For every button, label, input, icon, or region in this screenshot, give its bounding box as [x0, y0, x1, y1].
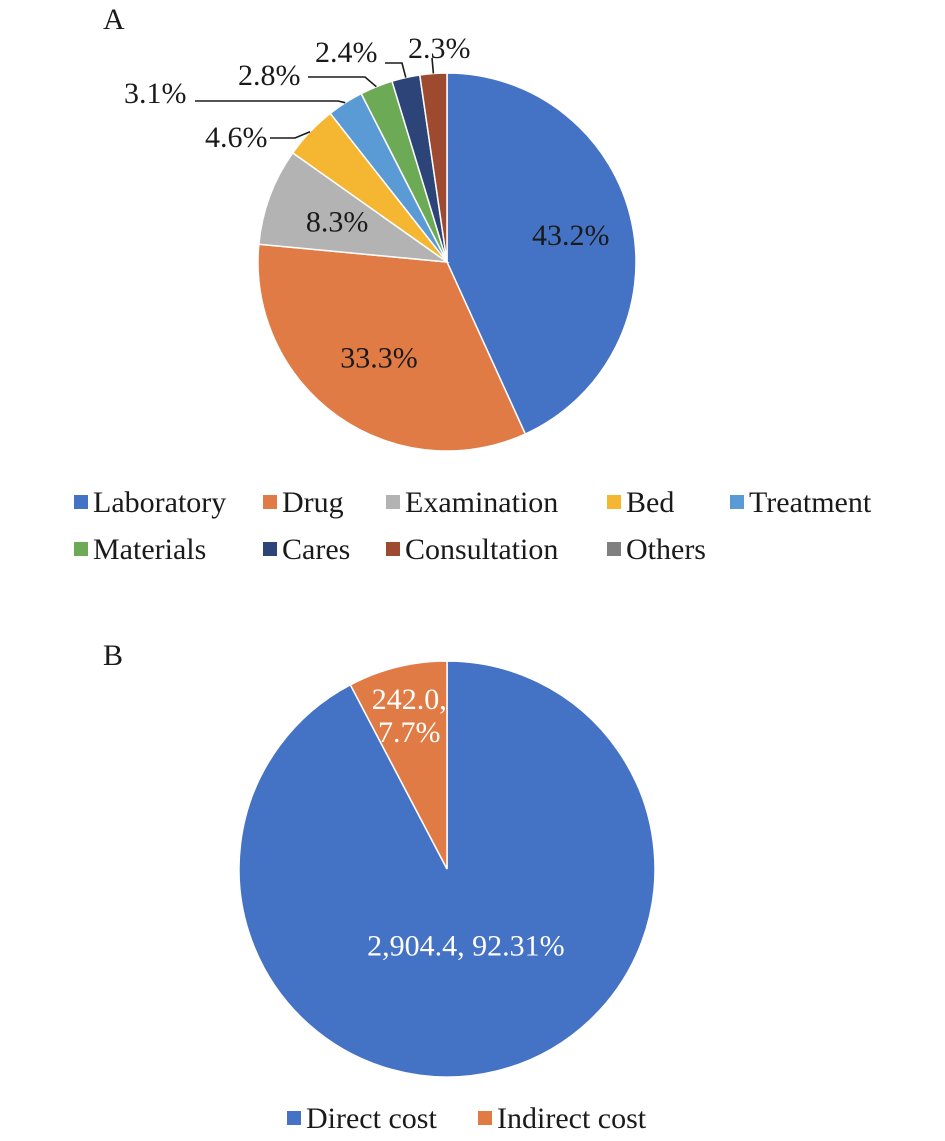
data-label-treatment: 3.1% — [124, 77, 187, 110]
leader-line-cares — [385, 62, 407, 78]
pie-chart-a — [257, 72, 637, 452]
legend-swatch-treatment — [730, 495, 744, 509]
legend-label-cares: Cares — [282, 533, 350, 566]
legend-label-treatment: Treatment — [749, 486, 872, 519]
pie-a-data-labels: 43.2% 33.3% 8.3% 4.6% 3.1% 2.8% 2.4% 2.3% — [124, 32, 610, 374]
leader-line-treatment — [195, 100, 346, 104]
legend-a: Laboratory Drug Examination Bed Treatment Mat… — [74, 486, 872, 566]
pie-slice-drug — [257, 243, 527, 452]
pie-b-data-labels: 2,904.4, 92.31% 242.0, 7.7% — [367, 683, 565, 963]
legend-label-examination: Examination — [405, 486, 558, 519]
data-label-materials: 2.8% — [238, 59, 301, 92]
legend-swatch-laboratory — [74, 495, 88, 509]
legend-swatch-others — [607, 542, 621, 556]
legend-swatch-direct-cost — [287, 1111, 301, 1125]
data-label-direct-cost: 2,904.4, 92.31% — [367, 930, 565, 963]
legend-label-others: Others — [626, 533, 706, 566]
legend-label-indirect-cost: Indirect cost — [497, 1102, 647, 1135]
legend-b: Direct cost Indirect cost — [287, 1102, 647, 1135]
legend-label-materials: Materials — [93, 533, 206, 566]
leader-line-consultation — [431, 57, 435, 74]
leader-line-materials — [308, 76, 377, 88]
legend-label-bed: Bed — [626, 486, 674, 519]
data-label-examination: 8.3% — [306, 205, 369, 238]
legend-swatch-materials — [74, 542, 88, 556]
data-label-consultation: 2.3% — [408, 32, 471, 65]
legend-label-laboratory: Laboratory — [93, 486, 226, 519]
legend-label-consultation: Consultation — [405, 533, 558, 566]
pie-slice-examination — [258, 151, 450, 264]
legend-swatch-cares — [263, 542, 277, 556]
panel-b-letter: B — [103, 639, 123, 672]
legend-swatch-indirect-cost — [478, 1111, 492, 1125]
pie-chart-b — [238, 660, 656, 1078]
panel-b: B 2,904.4, 92.31% 242.0, 7.7% Direct cost I… — [103, 639, 656, 1135]
panel-a: A 43.2% 33.3% 8.3% 4.6% 3.1% 2.8% 2.4% 2.3% Lab… — [74, 3, 872, 566]
legend-label-direct-cost: Direct cost — [306, 1102, 437, 1135]
pie-slice-laboratory — [446, 72, 637, 436]
pie-slice-indirect-cost — [349, 660, 448, 870]
data-label-indirect-cost: 242.0, 7.7% — [372, 683, 447, 749]
data-label-bed: 4.6% — [205, 121, 268, 154]
legend-swatch-examination — [386, 495, 400, 509]
leader-line-bed — [270, 131, 311, 139]
legend-swatch-bed — [607, 495, 621, 509]
legend-swatch-consultation — [386, 542, 400, 556]
data-label-drug: 33.3% — [340, 341, 418, 374]
legend-label-drug: Drug — [282, 486, 344, 519]
data-label-cares: 2.4% — [315, 36, 378, 69]
data-label-laboratory: 43.2% — [532, 219, 610, 252]
legend-swatch-drug — [263, 495, 277, 509]
panel-a-letter: A — [103, 3, 125, 36]
